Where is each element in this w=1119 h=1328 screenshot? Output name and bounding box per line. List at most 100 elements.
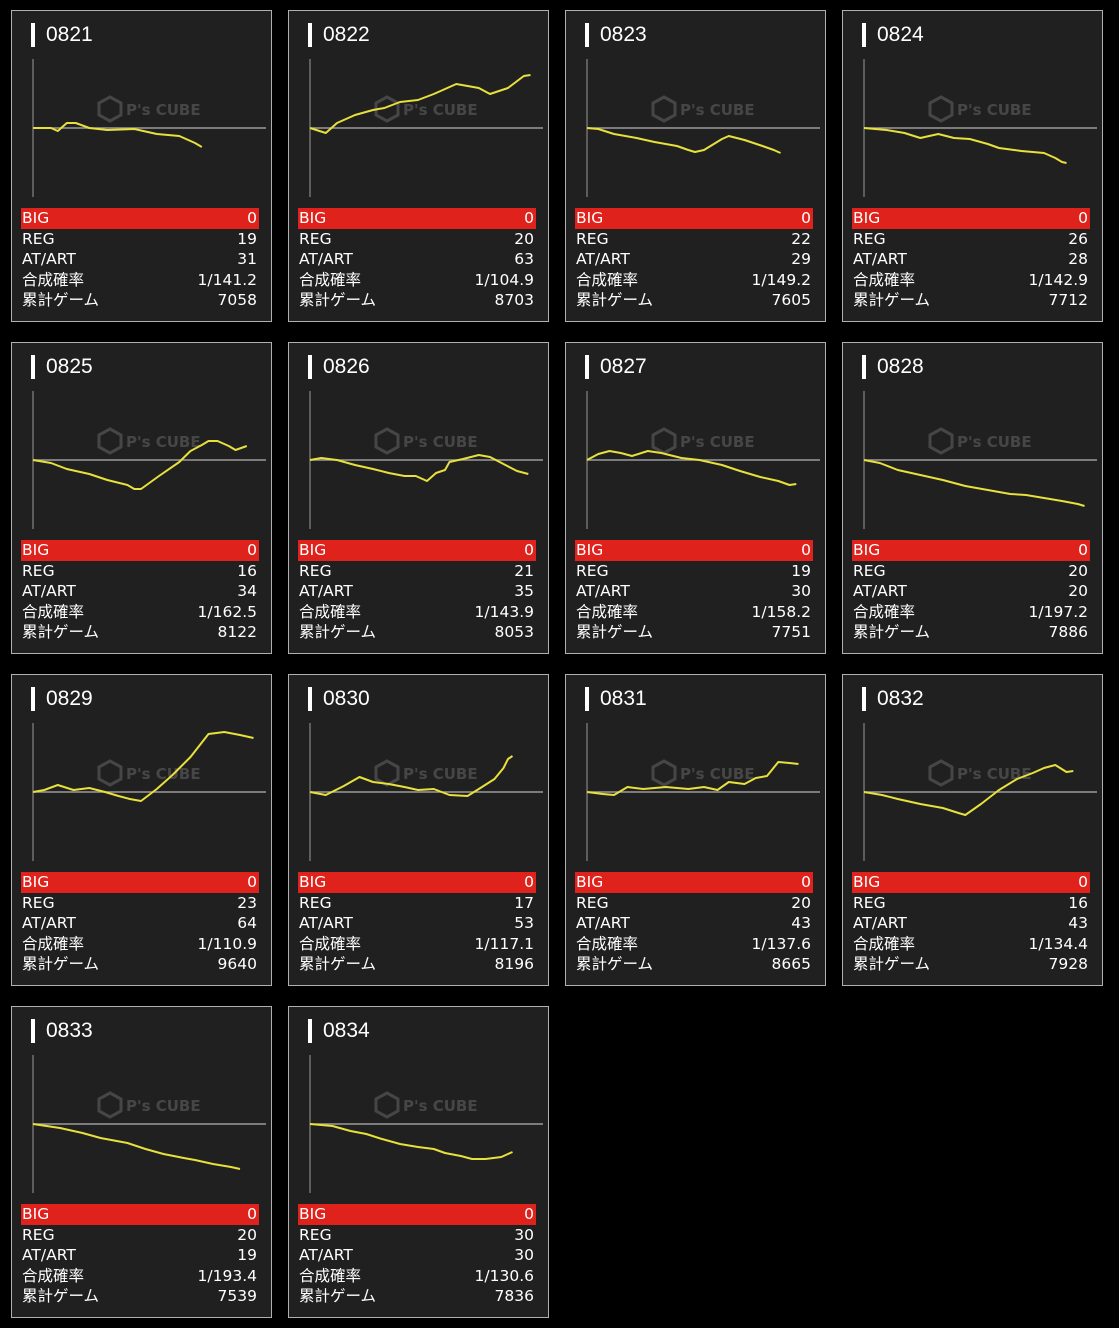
machine-card-0834[interactable]: 0834 P's CUBE BIG 0 REG 30 AT/ART 30 合成確率 1/130.6… <box>288 1006 549 1318</box>
stats-table: BIG 0 REG 20 AT/ART 20 合成確率 1/197.2 累計ゲーム 7886 <box>852 540 1090 643</box>
probability-row: 合成確率 1/162.5 <box>21 602 259 623</box>
stat-label: AT/ART <box>853 914 907 932</box>
machine-number: 0828 <box>862 355 924 379</box>
machine-card-0824[interactable]: 0824 P's CUBE BIG 0 REG 26 AT/ART 28 合成確率 1/142.9… <box>842 10 1103 322</box>
stat-value: 8703 <box>494 291 534 309</box>
machine-card-0825[interactable]: 0825 P's CUBE BIG 0 REG 16 AT/ART 34 合成確率 1/162.5… <box>11 342 272 654</box>
stat-value: 7605 <box>771 291 811 309</box>
stat-value: 0 <box>1078 209 1088 227</box>
watermark-text: P's CUBE <box>126 765 201 783</box>
machine-card-0822[interactable]: 0822 P's CUBE BIG 0 REG 20 AT/ART 63 合成確率 1/104.9… <box>288 10 549 322</box>
stat-value: 0 <box>801 209 811 227</box>
machine-number: 0830 <box>308 687 370 711</box>
stat-value: 53 <box>514 914 534 932</box>
reg-row: REG 20 <box>21 1225 259 1246</box>
machine-card-0827[interactable]: 0827 P's CUBE BIG 0 REG 19 AT/ART 30 合成確率 1/158.2… <box>565 342 826 654</box>
stat-label: REG <box>853 893 886 912</box>
probability-row: 合成確率 1/137.6 <box>575 934 813 955</box>
reg-row: REG 30 <box>298 1225 536 1246</box>
cube-logo-icon: P's CUBE <box>97 427 201 455</box>
stats-table: BIG 0 REG 30 AT/ART 30 合成確率 1/130.6 累計ゲーム 7836 <box>298 1204 536 1307</box>
reg-row: REG 26 <box>852 229 1090 250</box>
stat-value: 26 <box>1068 229 1088 248</box>
atart-row: AT/ART 31 <box>21 249 259 270</box>
stat-label: BIG <box>576 873 604 891</box>
stat-label: BIG <box>22 209 50 227</box>
stat-label: AT/ART <box>299 250 353 268</box>
stats-table: BIG 0 REG 20 AT/ART 43 合成確率 1/137.6 累計ゲーム 8665 <box>575 872 813 975</box>
slump-line <box>586 761 799 796</box>
big-row: BIG 0 <box>575 208 813 229</box>
stat-value: 20 <box>514 229 534 248</box>
stat-label: AT/ART <box>22 582 76 600</box>
stat-label: 合成確率 <box>299 934 362 953</box>
machine-card-0832[interactable]: 0832 P's CUBE BIG 0 REG 16 AT/ART 43 合成確率 1/134.4… <box>842 674 1103 986</box>
stat-value: 0 <box>247 209 257 227</box>
stat-value: 23 <box>237 893 257 912</box>
watermark-text: P's CUBE <box>680 433 755 451</box>
machine-card-0833[interactable]: 0833 P's CUBE BIG 0 REG 20 AT/ART 19 合成確率 1/193.4… <box>11 1006 272 1318</box>
total-games-row: 累計ゲーム 7058 <box>21 290 259 311</box>
stat-label: 合成確率 <box>22 1266 85 1285</box>
big-row: BIG 0 <box>298 1204 536 1225</box>
stat-value: 8053 <box>494 623 534 641</box>
stat-label: 累計ゲーム <box>853 623 931 641</box>
machine-number: 0822 <box>308 23 370 47</box>
stat-label: 累計ゲーム <box>853 291 931 309</box>
stat-value: 16 <box>237 561 257 580</box>
stat-label: REG <box>22 893 55 912</box>
machine-card-0829[interactable]: 0829 P's CUBE BIG 0 REG 23 AT/ART 64 合成確率 1/110.9… <box>11 674 272 986</box>
stat-value: 19 <box>237 229 257 248</box>
stat-label: BIG <box>576 541 604 559</box>
stat-label: BIG <box>22 1205 50 1223</box>
stat-value: 21 <box>514 561 534 580</box>
stat-value: 1/104.9 <box>474 270 534 289</box>
stat-value: 7712 <box>1048 291 1088 309</box>
stat-label: AT/ART <box>22 1246 76 1264</box>
stat-value: 1/162.5 <box>197 602 257 621</box>
stat-label: 累計ゲーム <box>299 955 377 973</box>
machine-card-0821[interactable]: 0821 P's CUBE BIG 0 REG 19 AT/ART 31 合成確率 1/141.2… <box>11 10 272 322</box>
stat-value: 0 <box>1078 873 1088 891</box>
stat-label: REG <box>299 893 332 912</box>
stat-label: 合成確率 <box>853 602 916 621</box>
machine-card-0831[interactable]: 0831 P's CUBE BIG 0 REG 20 AT/ART 43 合成確率 1/137.6… <box>565 674 826 986</box>
stat-label: 合成確率 <box>853 934 916 953</box>
atart-row: AT/ART 43 <box>852 913 1090 934</box>
slump-graph: P's CUBE <box>309 59 543 197</box>
stat-label: REG <box>853 229 886 248</box>
atart-row: AT/ART 64 <box>21 913 259 934</box>
stat-label: 合成確率 <box>576 602 639 621</box>
reg-row: REG 20 <box>298 229 536 250</box>
stat-value: 64 <box>237 914 257 932</box>
stat-value: 30 <box>514 1225 534 1244</box>
total-games-row: 累計ゲーム 9640 <box>21 954 259 975</box>
atart-row: AT/ART 30 <box>575 581 813 602</box>
machine-card-0826[interactable]: 0826 P's CUBE BIG 0 REG 21 AT/ART 35 合成確率 1/143.9… <box>288 342 549 654</box>
total-games-row: 累計ゲーム 8053 <box>298 622 536 643</box>
atart-row: AT/ART 29 <box>575 249 813 270</box>
reg-row: REG 20 <box>575 893 813 914</box>
stat-value: 1/137.6 <box>751 934 811 953</box>
probability-row: 合成確率 1/142.9 <box>852 270 1090 291</box>
stat-value: 17 <box>514 893 534 912</box>
slump-graph: P's CUBE <box>309 1055 543 1193</box>
slump-graph: P's CUBE <box>586 723 820 861</box>
total-games-row: 累計ゲーム 7886 <box>852 622 1090 643</box>
total-games-row: 累計ゲーム 7836 <box>298 1286 536 1307</box>
slump-graph: P's CUBE <box>32 391 266 529</box>
total-games-row: 累計ゲーム 7751 <box>575 622 813 643</box>
watermark-text: P's CUBE <box>403 1097 478 1115</box>
total-games-row: 累計ゲーム 8665 <box>575 954 813 975</box>
atart-row: AT/ART 34 <box>21 581 259 602</box>
machine-card-0823[interactable]: 0823 P's CUBE BIG 0 REG 22 AT/ART 29 合成確率 1/149.2… <box>565 10 826 322</box>
watermark-text: P's CUBE <box>680 101 755 119</box>
stats-table: BIG 0 REG 16 AT/ART 43 合成確率 1/134.4 累計ゲーム 7928 <box>852 872 1090 975</box>
machine-card-0828[interactable]: 0828 P's CUBE BIG 0 REG 20 AT/ART 20 合成確率 1/197.2… <box>842 342 1103 654</box>
stat-label: AT/ART <box>299 914 353 932</box>
cube-logo-icon: P's CUBE <box>97 759 201 787</box>
reg-row: REG 22 <box>575 229 813 250</box>
stats-table: BIG 0 REG 26 AT/ART 28 合成確率 1/142.9 累計ゲーム 7712 <box>852 208 1090 311</box>
reg-row: REG 16 <box>21 561 259 582</box>
machine-card-0830[interactable]: 0830 P's CUBE BIG 0 REG 17 AT/ART 53 合成確率 1/117.1… <box>288 674 549 986</box>
